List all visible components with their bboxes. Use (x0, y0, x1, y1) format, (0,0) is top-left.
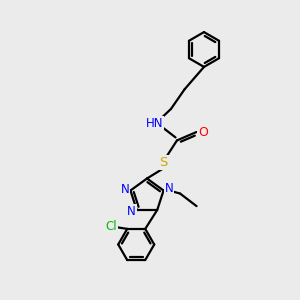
Text: HN: HN (146, 117, 163, 130)
Text: N: N (121, 182, 129, 196)
Text: S: S (159, 156, 168, 170)
Text: O: O (198, 125, 208, 139)
Text: Cl: Cl (106, 220, 117, 233)
Text: N: N (127, 205, 136, 218)
Text: N: N (165, 182, 173, 195)
